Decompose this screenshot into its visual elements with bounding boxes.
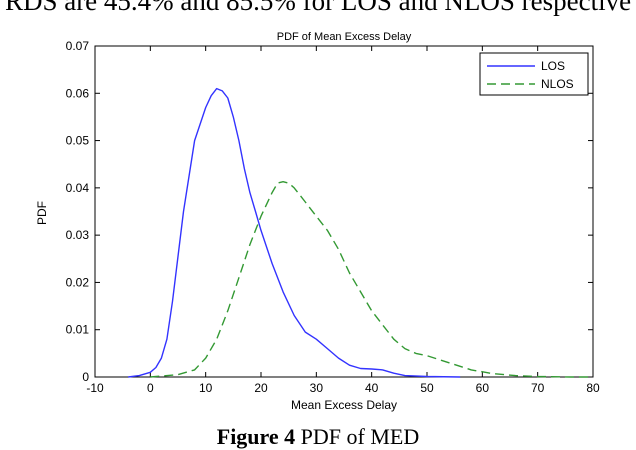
- x-tick-label: 60: [476, 381, 490, 395]
- y-tick-label: 0.05: [66, 134, 90, 148]
- chart-title: PDF of Mean Excess Delay: [277, 31, 412, 43]
- legend-box: [479, 52, 589, 96]
- x-tick-label: 10: [199, 381, 213, 395]
- y-tick-label: 0.04: [66, 181, 90, 195]
- x-axis-label: Mean Excess Delay: [291, 398, 397, 412]
- legend-label-los: LOS: [541, 59, 565, 73]
- x-tick-label: -10: [86, 381, 104, 395]
- y-axis-label: PDF: [35, 201, 49, 225]
- series-lines: [128, 87, 593, 378]
- figure-caption: Figure 4 PDF of MED: [0, 424, 636, 450]
- series-line-nlos: [150, 180, 593, 378]
- y-tick-label: 0.06: [66, 86, 90, 100]
- y-tick-label: 0.07: [66, 39, 90, 53]
- y-tick-label: 0.03: [66, 228, 90, 242]
- y-tick-label: 0: [82, 370, 89, 384]
- plot-area: [94, 45, 594, 378]
- pdf-chart: PDF of Mean Excess Delay -10 0 10 20 30 40 50 6…: [35, 31, 600, 412]
- axis-ticks: -10 0 10 20 30 40 50 60 70 8000.010.020.030.040.0…: [66, 39, 600, 395]
- y-tick-label: 0.02: [66, 275, 90, 289]
- legend-label-nlos: NLOS: [541, 77, 574, 91]
- x-tick-label: 40: [365, 381, 379, 395]
- series-line-los: [128, 87, 461, 378]
- x-tick-label: 50: [420, 381, 434, 395]
- y-tick-label: 0.01: [66, 323, 90, 337]
- legend: LOS NLOS: [479, 52, 589, 96]
- x-tick-label: 20: [254, 381, 268, 395]
- header-text-fragment: RDS are 45.4% and 85.5% for LOS and NLOS…: [4, 0, 632, 16]
- x-tick-label: 70: [531, 381, 545, 395]
- figure-caption-label: Figure 4: [216, 424, 296, 449]
- x-tick-label: 80: [586, 381, 600, 395]
- figure-caption-text: PDF of MED: [295, 424, 420, 449]
- x-tick-label: 0: [147, 381, 154, 395]
- x-tick-label: 30: [310, 381, 324, 395]
